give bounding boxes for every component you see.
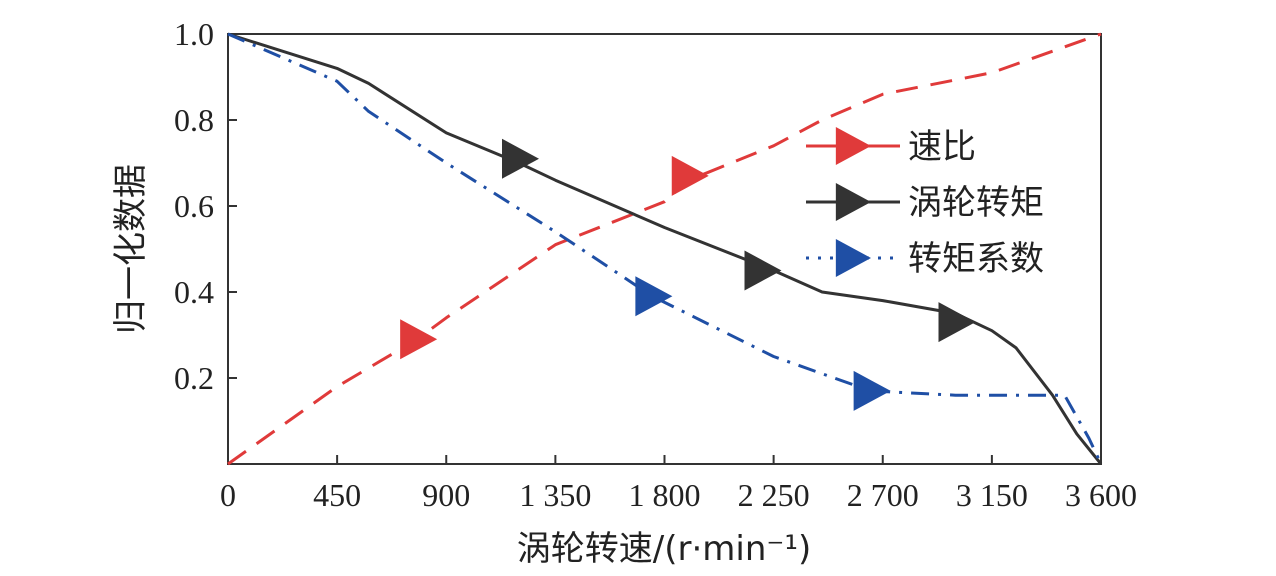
legend-marker <box>835 239 871 277</box>
legend-label: 涡轮转矩 <box>908 183 1044 223</box>
x-axis-ticks: 0 450 900 1 350 1 800 2 250 2 700 3 150 3 600 <box>220 455 1137 513</box>
series-marker <box>502 138 539 179</box>
y-tick-label: 1.0 <box>174 16 214 52</box>
y-tick-label: 0.2 <box>174 360 214 396</box>
series-marker <box>635 276 673 317</box>
legend-label: 转矩系数 <box>908 239 1044 279</box>
x-tick-label: 1 350 <box>519 477 591 513</box>
series-marker <box>744 250 782 291</box>
x-tick-label: 900 <box>422 477 470 513</box>
x-tick-label: 0 <box>220 477 236 513</box>
x-tick-label: 2 700 <box>847 477 919 513</box>
x-axis-title: 涡轮转速/(r·min⁻¹) <box>517 529 811 569</box>
legend-marker <box>835 127 871 165</box>
y-tick-label: 0.6 <box>174 188 214 224</box>
series-line <box>227 32 1103 465</box>
series-marker <box>853 370 891 411</box>
series-layer <box>227 32 1103 466</box>
legend-label: 速比 <box>908 127 976 167</box>
x-tick-label: 3 600 <box>1065 477 1137 513</box>
series-marker <box>938 302 976 343</box>
y-tick-label: 0.8 <box>174 102 214 138</box>
series-line <box>227 32 1103 465</box>
x-tick-label: 3 150 <box>956 477 1028 513</box>
y-axis-title: 归一化数据 <box>111 164 151 334</box>
y-tick-label: 0.4 <box>174 274 214 310</box>
x-tick-label: 1 800 <box>629 477 701 513</box>
legend-marker <box>835 183 871 221</box>
x-tick-label: 2 250 <box>738 477 810 513</box>
series-marker <box>671 155 709 196</box>
series-marker <box>400 319 438 360</box>
x-tick-label: 450 <box>313 477 361 513</box>
y-axis-ticks: 0.2 0.4 0.6 0.8 1.0 <box>174 16 237 396</box>
